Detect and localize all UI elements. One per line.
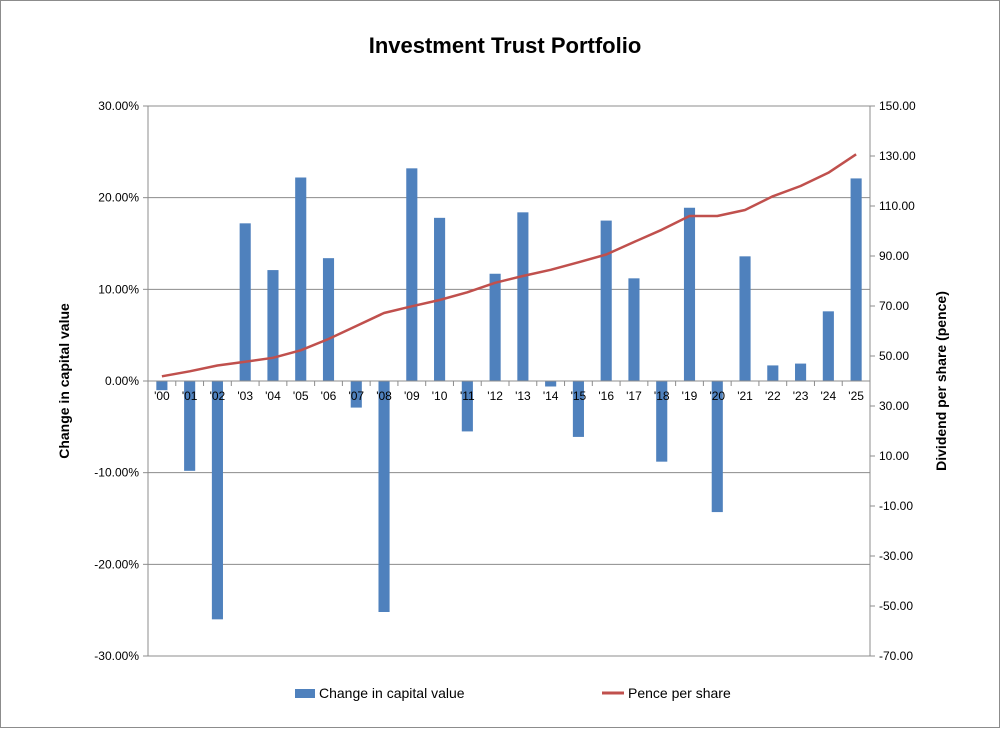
x-tick-label: '08 [376, 389, 392, 403]
x-tick-label: '02 [210, 389, 226, 403]
bar-change-in-capital-value [739, 256, 751, 381]
x-tick-label: '18 [654, 389, 670, 403]
bar-change-in-capital-value [211, 381, 223, 620]
y2-tick-label: 150.00 [879, 99, 916, 113]
bar-change-in-capital-value [711, 381, 723, 513]
bar-change-in-capital-value [545, 381, 557, 387]
bar-change-in-capital-value [378, 381, 390, 612]
x-tick-label: '23 [793, 389, 809, 403]
x-tick-label: '22 [765, 389, 781, 403]
legend-bar-label: Change in capital value [319, 685, 465, 701]
x-tick-label: '24 [821, 389, 837, 403]
bar-change-in-capital-value [517, 212, 529, 381]
bar-change-in-capital-value [239, 223, 251, 381]
x-tick-label: '14 [543, 389, 559, 403]
bar-change-in-capital-value [850, 178, 862, 381]
x-tick-label: '00 [154, 389, 170, 403]
y2-tick-label: -70.00 [879, 649, 913, 663]
legend-bar-swatch [295, 689, 315, 698]
bar-change-in-capital-value [489, 273, 501, 381]
bar-change-in-capital-value [350, 381, 362, 408]
y2-tick-label: -10.00 [879, 499, 913, 513]
bar-change-in-capital-value [572, 381, 584, 437]
bar-change-in-capital-value [322, 258, 335, 381]
x-tick-label: '03 [237, 389, 253, 403]
y2-tick-label: 50.00 [879, 349, 909, 363]
chart-title: Investment Trust Portfolio [369, 33, 642, 58]
x-tick-label: '19 [682, 389, 698, 403]
axes [143, 105, 875, 657]
bar-change-in-capital-value [683, 207, 696, 381]
x-tick-label: '13 [515, 389, 531, 403]
y2-tick-label: -50.00 [879, 599, 913, 613]
bar-change-in-capital-value [795, 363, 807, 381]
bar-change-in-capital-value [767, 365, 779, 381]
x-tick-label: '09 [404, 389, 420, 403]
x-tick-label: '15 [571, 389, 587, 403]
bar-series [156, 168, 862, 620]
y2-axis-title: Dividend per share (pence) [933, 291, 949, 471]
y2-tick-label: 70.00 [879, 299, 909, 313]
x-tick-label: '17 [626, 389, 642, 403]
bar-change-in-capital-value [600, 220, 612, 381]
x-tick-label: '25 [848, 389, 864, 403]
y-axis-title: Change in capital value [56, 303, 72, 459]
y-tick-label: 20.00% [98, 191, 139, 205]
y-tick-label: -30.00% [94, 649, 139, 663]
bar-change-in-capital-value [461, 381, 473, 432]
x-tick-label: '21 [737, 389, 753, 403]
y2-tick-label: 110.00 [879, 199, 915, 213]
bar-change-in-capital-value [184, 381, 196, 471]
x-tick-label: '01 [182, 389, 198, 403]
legend: Change in capital value Pence per share [295, 685, 731, 701]
line-series [161, 153, 857, 378]
x-tick-label: '05 [293, 389, 309, 403]
bar-change-in-capital-value [295, 177, 307, 381]
y2-tick-label: 130.00 [879, 149, 916, 163]
y2-tick-label: 10.00 [879, 449, 909, 463]
bar-change-in-capital-value [267, 270, 279, 381]
y2-tick-label: 30.00 [879, 399, 909, 413]
y-tick-label: 30.00% [98, 99, 139, 113]
x-tick-label: '04 [265, 389, 281, 403]
x-tick-label: '07 [348, 389, 364, 403]
tick-labels: -30.00% -20.00% -10.00% 0.00% 10.00% 20.00% 30… [94, 99, 916, 663]
x-tick-label: '20 [709, 389, 725, 403]
y2-tick-label: -30.00 [879, 549, 913, 563]
line-pence-per-share [161, 153, 857, 378]
x-tick-label: '06 [321, 389, 337, 403]
x-tick-label: '12 [487, 389, 503, 403]
y-tick-label: 10.00% [98, 282, 139, 296]
bar-change-in-capital-value [156, 381, 168, 391]
legend-line-label: Pence per share [628, 685, 731, 701]
bar-change-in-capital-value [628, 278, 640, 381]
bar-change-in-capital-value [406, 168, 418, 381]
y-tick-label: -10.00% [94, 466, 139, 480]
y-tick-label: 0.00% [105, 374, 139, 388]
y2-tick-label: 90.00 [879, 249, 909, 263]
x-tick-label: '11 [460, 389, 475, 403]
y-tick-label: -20.00% [94, 557, 139, 571]
x-tick-label: '16 [598, 389, 614, 403]
x-tick-label: '10 [432, 389, 448, 403]
bar-change-in-capital-value [822, 311, 834, 381]
bar-change-in-capital-value [656, 381, 668, 462]
